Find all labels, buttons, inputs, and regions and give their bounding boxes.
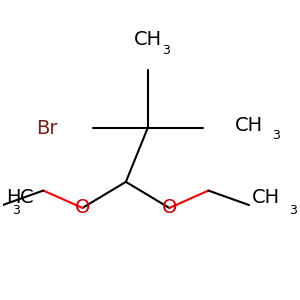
Text: 3: 3 [12, 204, 20, 217]
Text: Br: Br [36, 119, 58, 138]
Text: CH: CH [134, 30, 162, 49]
Text: H: H [6, 188, 20, 207]
Text: 3: 3 [163, 44, 170, 57]
Text: CH: CH [252, 188, 280, 207]
Text: O: O [75, 198, 90, 218]
Text: O: O [162, 198, 177, 218]
Text: 3: 3 [290, 204, 297, 217]
Text: CH: CH [235, 116, 262, 135]
Text: C: C [20, 188, 34, 207]
Text: 3: 3 [272, 129, 280, 142]
